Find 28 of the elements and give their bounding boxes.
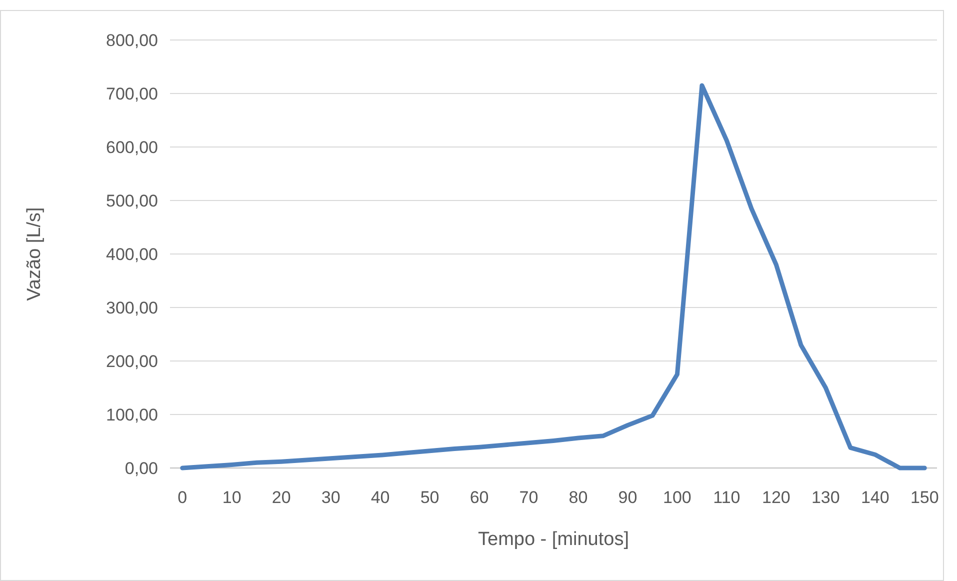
x-tick-label: 50: [420, 488, 440, 507]
y-axis-title: Vazão [L/s]: [24, 207, 45, 301]
x-tick-label: 10: [222, 488, 242, 507]
x-axis-title: Tempo - [minutos]: [478, 529, 629, 550]
x-tick-label: 70: [519, 488, 538, 507]
y-tick-label: 400,00: [106, 244, 158, 264]
x-tick-label: 0: [178, 488, 188, 507]
y-tick-label: 700,00: [106, 84, 158, 104]
x-tick-label: 100: [663, 488, 692, 507]
x-tick-label: 120: [762, 488, 790, 507]
x-tick-label: 80: [568, 488, 588, 507]
x-tick-label: 150: [910, 488, 939, 507]
x-tick-label: 40: [370, 488, 390, 507]
x-tick-label: 130: [811, 488, 840, 507]
y-tick-label: 200,00: [106, 352, 158, 371]
x-tick-label: 110: [713, 488, 740, 507]
y-tick-label: 600,00: [106, 138, 158, 157]
line-series: [180, 83, 927, 470]
x-tick-label: 140: [860, 488, 890, 507]
x-tick-label: 90: [618, 488, 638, 507]
y-tick-label: 100,00: [106, 405, 158, 424]
y-tick-label: 300,00: [106, 298, 158, 318]
x-tick-label: 30: [321, 488, 340, 507]
x-tick-label: 20: [272, 488, 291, 507]
y-tick-label: 500,00: [106, 191, 158, 210]
y-tick-label: 800,00: [106, 30, 158, 50]
x-tick-label: 60: [470, 488, 489, 507]
y-tick-label: 0,00: [124, 458, 158, 478]
